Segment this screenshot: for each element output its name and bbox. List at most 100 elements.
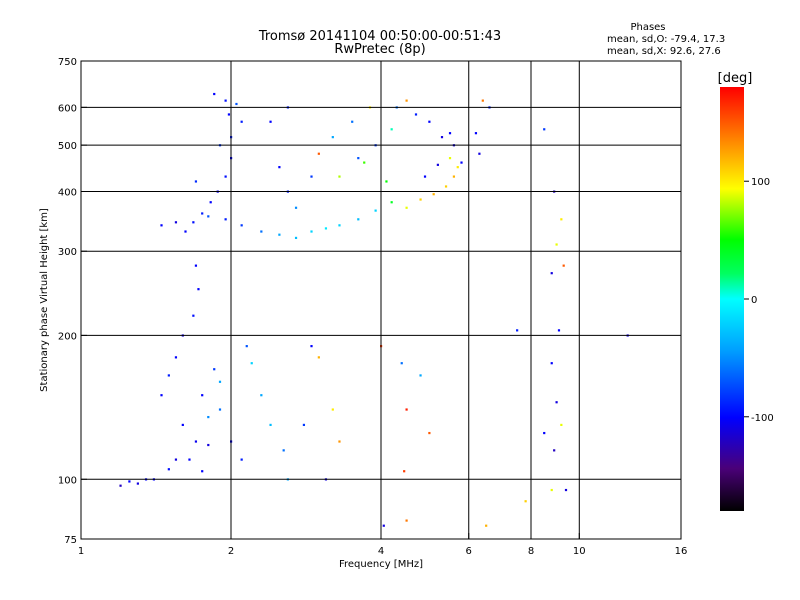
data-point <box>338 175 341 178</box>
data-point <box>160 394 163 397</box>
data-point <box>294 206 298 209</box>
data-point <box>218 408 222 411</box>
data-point <box>405 206 408 209</box>
y-axis-ticks: 75 100 200 300 400 500 600 750 <box>58 57 87 546</box>
x-tick-label: 6 <box>466 546 472 557</box>
data-point <box>260 230 263 233</box>
chart-title: Tromsø 20141104 00:50:00-00:51:43 <box>258 29 501 44</box>
data-point <box>240 120 243 123</box>
data-point <box>207 215 210 218</box>
data-point <box>550 272 553 275</box>
data-point <box>440 136 444 139</box>
data-point <box>181 423 184 427</box>
data-point <box>390 201 393 204</box>
data-point <box>555 243 558 246</box>
data-point <box>310 345 313 348</box>
x-tick-label: 16 <box>675 546 688 557</box>
y-tick-label: 100 <box>58 475 77 486</box>
data-point <box>550 362 553 365</box>
y-tick-label: 75 <box>64 535 77 546</box>
gridlines <box>81 61 681 539</box>
x-tick-label: 10 <box>573 546 586 557</box>
data-point <box>282 449 285 452</box>
data-point <box>485 524 488 527</box>
data-point <box>235 102 238 106</box>
data-point <box>448 157 452 160</box>
data-point <box>562 264 565 267</box>
data-point <box>403 470 406 473</box>
data-point <box>436 163 439 166</box>
colorbar: [deg] 100 0 -100 <box>718 71 774 511</box>
data-point <box>201 212 204 215</box>
data-point <box>260 394 263 397</box>
data-point <box>419 374 422 377</box>
data-point <box>269 423 272 427</box>
data-point <box>564 488 568 492</box>
data-point <box>338 440 341 443</box>
data-point <box>192 314 195 317</box>
data-point <box>213 368 216 371</box>
data-point <box>136 482 139 485</box>
stats-line-o: mean, sd,O: -79.4, 17.3 <box>607 34 725 45</box>
colorbar-gradient <box>720 87 744 511</box>
data-point <box>209 201 212 204</box>
x-tick-label: 1 <box>78 546 84 557</box>
y-tick-label: 600 <box>58 103 77 114</box>
data-point <box>224 99 227 102</box>
data-point <box>213 92 216 96</box>
data-point <box>428 431 431 435</box>
data-point <box>310 230 313 233</box>
colorbar-label: [deg] <box>718 71 753 86</box>
data-point <box>227 113 231 116</box>
colorbar-tick-label: 100 <box>751 177 770 188</box>
data-point <box>560 218 563 221</box>
data-point <box>224 175 227 178</box>
data-point <box>560 423 563 427</box>
data-point <box>167 374 170 377</box>
data-point <box>194 440 198 443</box>
x-tick-label: 4 <box>378 546 384 557</box>
data-point <box>201 394 204 397</box>
data-point <box>382 524 385 527</box>
y-tick-label: 400 <box>58 187 77 198</box>
data-point <box>294 236 298 240</box>
data-point <box>194 180 198 183</box>
data-point <box>357 157 360 160</box>
chart-subtitle: RwPretec (8p) <box>334 42 425 57</box>
y-tick-label: 200 <box>58 331 77 342</box>
data-point <box>194 264 198 267</box>
data-point <box>543 431 546 435</box>
data-point <box>207 415 210 419</box>
data-point <box>207 443 210 447</box>
data-point <box>324 227 328 230</box>
data-point <box>245 345 248 348</box>
data-point <box>224 218 227 221</box>
data-point <box>278 233 281 236</box>
title-block: Tromsø 20141104 00:50:00-00:51:43 RwPret… <box>258 29 501 57</box>
data-point <box>201 470 204 473</box>
data-point <box>478 152 481 155</box>
data-point <box>331 136 334 139</box>
data-point <box>128 480 131 483</box>
y-tick-label: 300 <box>58 247 77 258</box>
x-tick-label: 8 <box>528 546 534 557</box>
data-point <box>351 120 354 123</box>
y-tick-label: 750 <box>58 57 77 68</box>
data-point <box>543 128 546 131</box>
data-point <box>419 198 422 201</box>
data-point <box>456 166 459 169</box>
data-point <box>414 113 418 116</box>
stats-line-x: mean, sd,X: 92.6, 27.6 <box>607 46 721 57</box>
data-point <box>432 193 435 196</box>
colorbar-tick-label: 0 <box>751 295 757 306</box>
data-point <box>310 175 313 178</box>
stats-block: Phases mean, sd,O: -79.4, 17.3 mean, sd,… <box>607 22 725 57</box>
x-tick-label: 2 <box>228 546 234 557</box>
data-point <box>240 224 243 227</box>
data-point <box>278 166 281 169</box>
data-point <box>192 221 195 224</box>
data-point <box>405 408 408 411</box>
data-point <box>269 120 272 123</box>
colorbar-ticks: 100 0 -100 <box>744 177 774 424</box>
data-point <box>250 362 253 365</box>
